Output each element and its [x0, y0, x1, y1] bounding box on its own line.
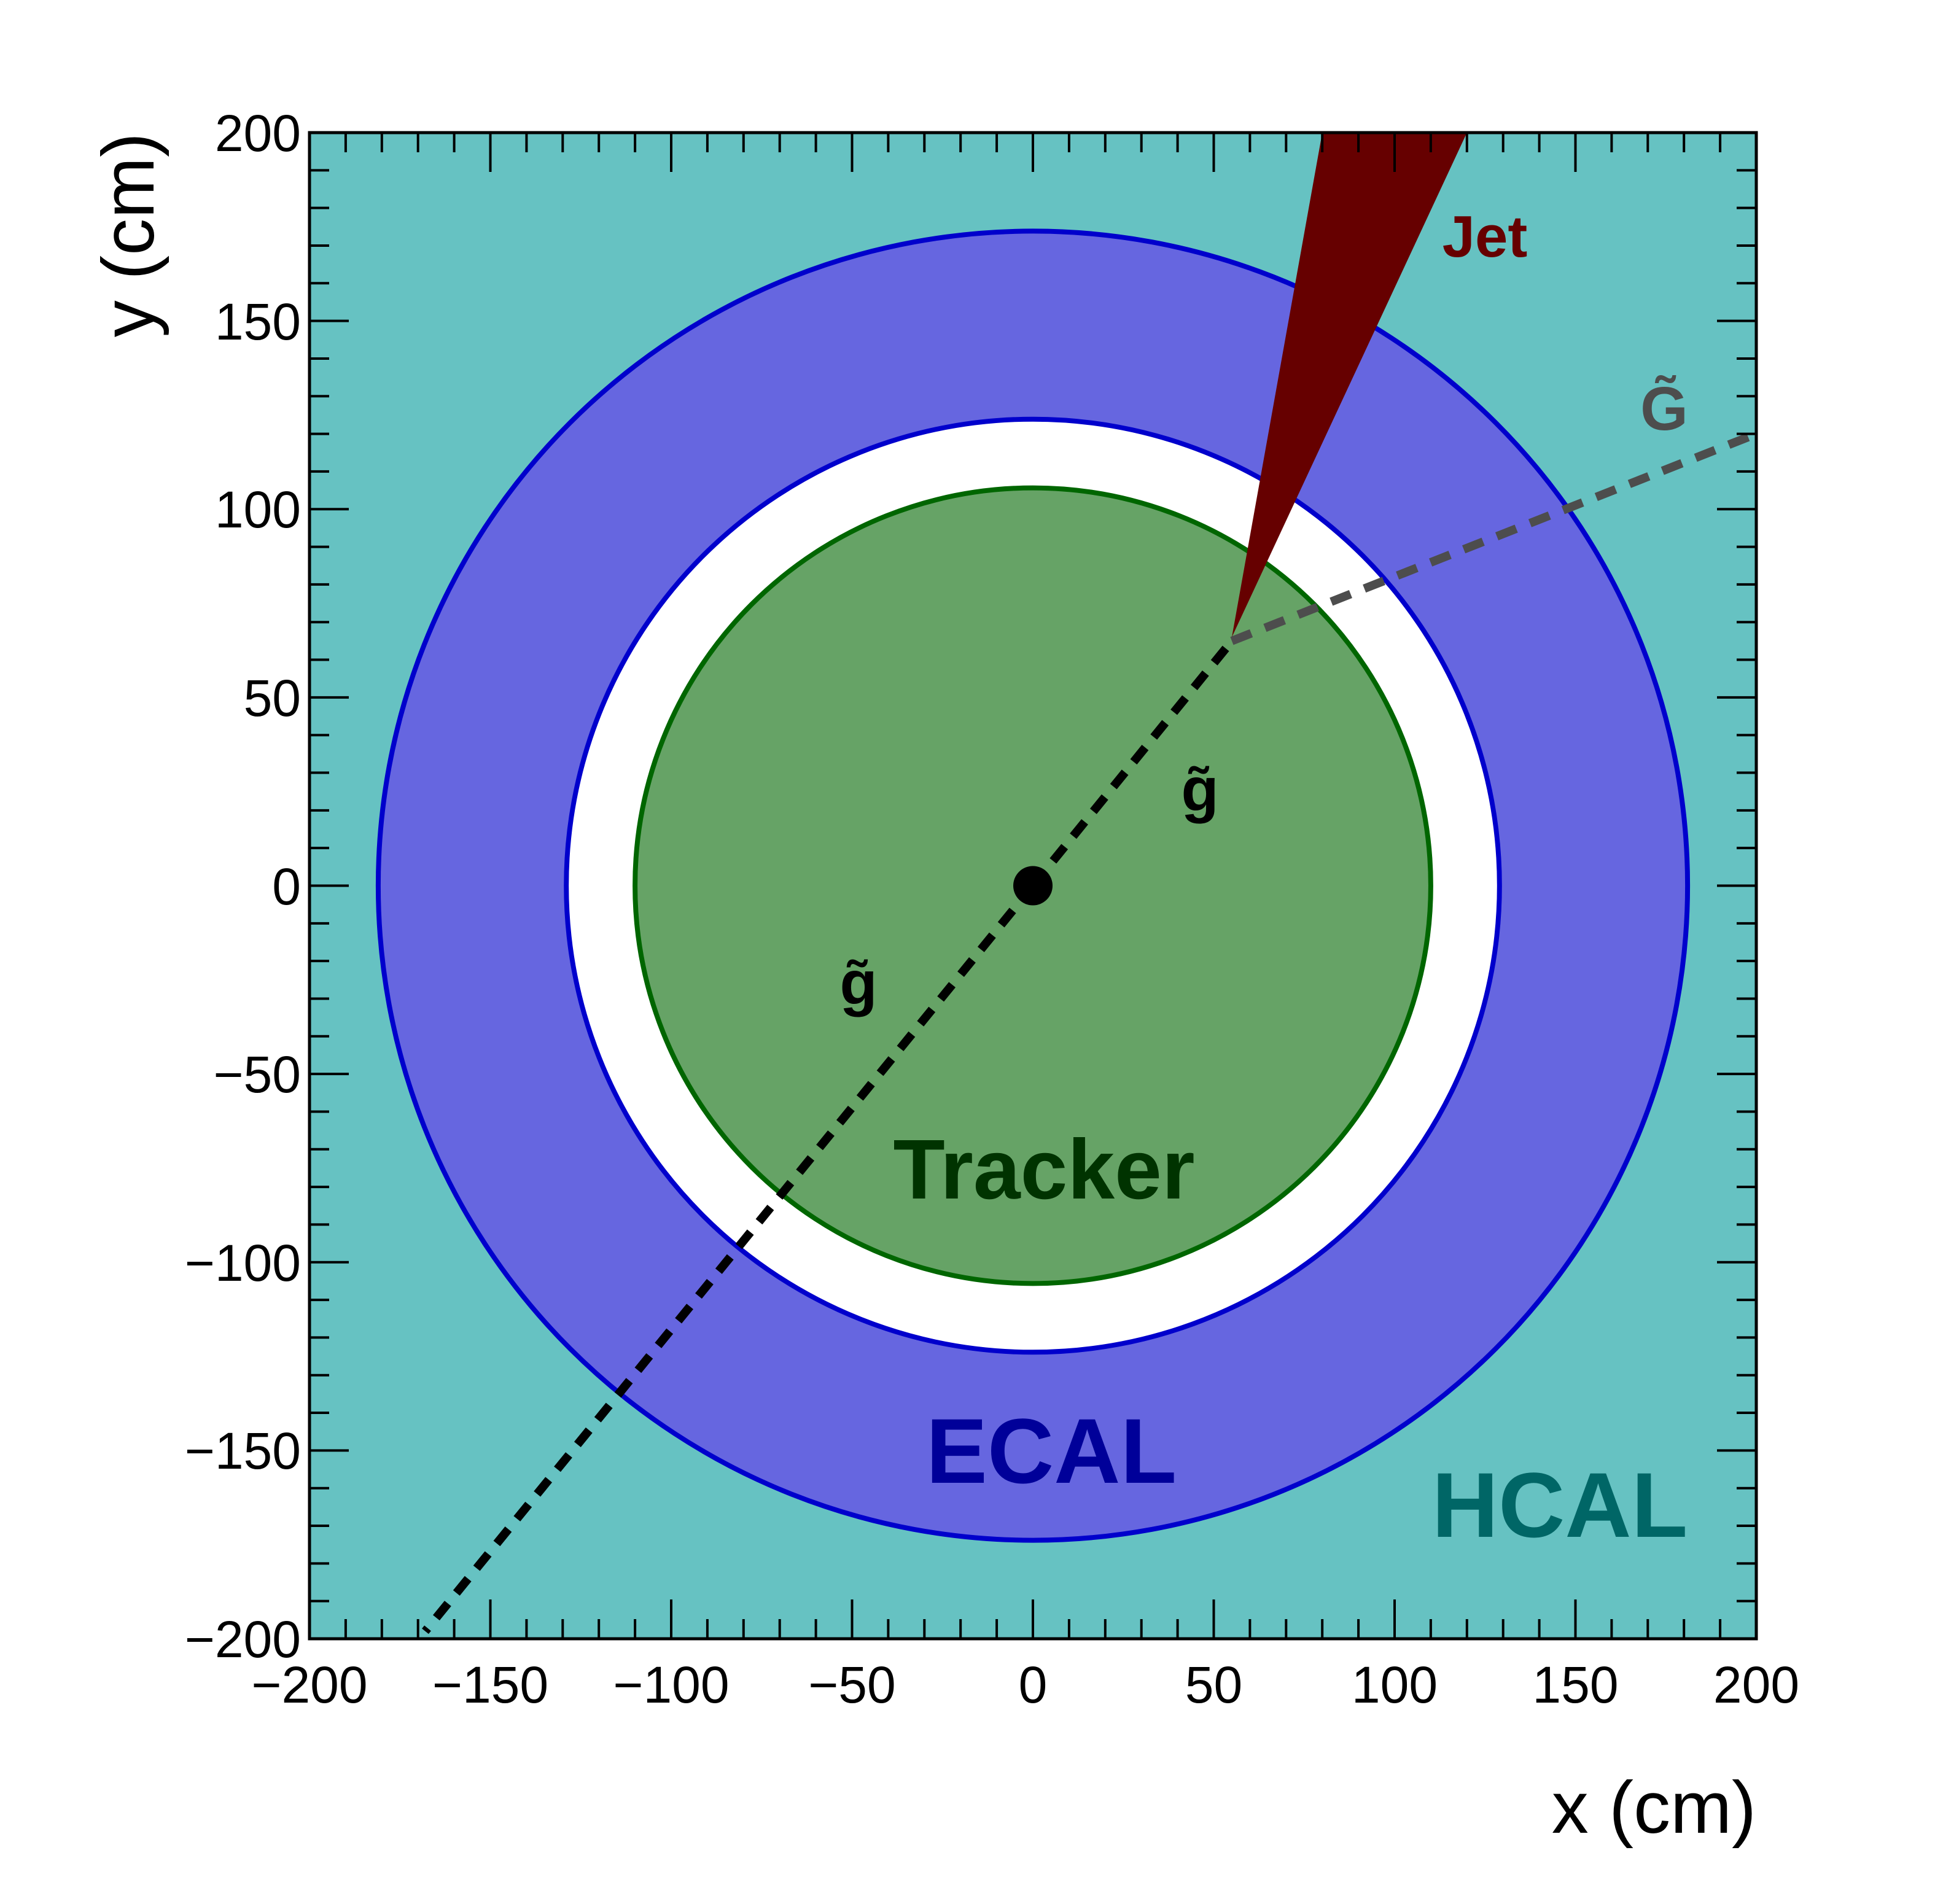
y-tick-label: 50: [244, 669, 301, 727]
y-tick-labels: −200 −150 −100 −50 0 50 100 150 200: [185, 104, 301, 1668]
jet-cone: [1231, 133, 1467, 637]
gluino-label-upper: g̃: [1181, 755, 1218, 824]
x-axis-title: x (cm): [1552, 1766, 1756, 1849]
x-tick-label: 0: [1019, 1656, 1048, 1714]
interaction-point: [1013, 866, 1053, 906]
x-tick-label: −200: [251, 1656, 367, 1714]
y-tick-label: −100: [185, 1234, 301, 1292]
gluino-label-lower: g̃: [839, 949, 877, 1017]
y-tick-label: −50: [214, 1046, 302, 1103]
x-tick-label: 200: [1713, 1656, 1799, 1714]
x-tick-label: 50: [1185, 1656, 1242, 1714]
gravitino-track: [1230, 430, 1756, 645]
gluino-track-lower: [422, 883, 1037, 1634]
ecal-label: ECAL: [926, 1399, 1177, 1502]
y-tick-label: 100: [215, 481, 301, 538]
y-tick-label: 150: [215, 293, 301, 351]
y-tick-label: −200: [185, 1611, 301, 1668]
y-tick-label: 200: [215, 104, 301, 162]
x-tick-label: 100: [1352, 1656, 1438, 1714]
gluino-track-upper: [1029, 638, 1236, 888]
plot-area: [310, 133, 1756, 1639]
x-tick-label: −150: [432, 1656, 548, 1714]
y-tick-label: 0: [272, 858, 301, 915]
x-tick-label: −50: [808, 1656, 896, 1714]
axis-ticks: [308, 131, 1758, 1640]
x-tick-label: −100: [613, 1656, 729, 1714]
y-axis-title: y (cm): [87, 133, 169, 337]
hcal-label: HCAL: [1432, 1453, 1688, 1556]
x-tick-label: 150: [1532, 1656, 1618, 1714]
tracker-label: Tracker: [893, 1122, 1194, 1217]
y-tick-label: −150: [185, 1422, 301, 1480]
x-tick-labels: −200 −150 −100 −50 0 50 100 150 200: [251, 1656, 1799, 1714]
jet-label: Jet: [1442, 204, 1528, 270]
gravitino-label: G̃: [1640, 375, 1688, 443]
